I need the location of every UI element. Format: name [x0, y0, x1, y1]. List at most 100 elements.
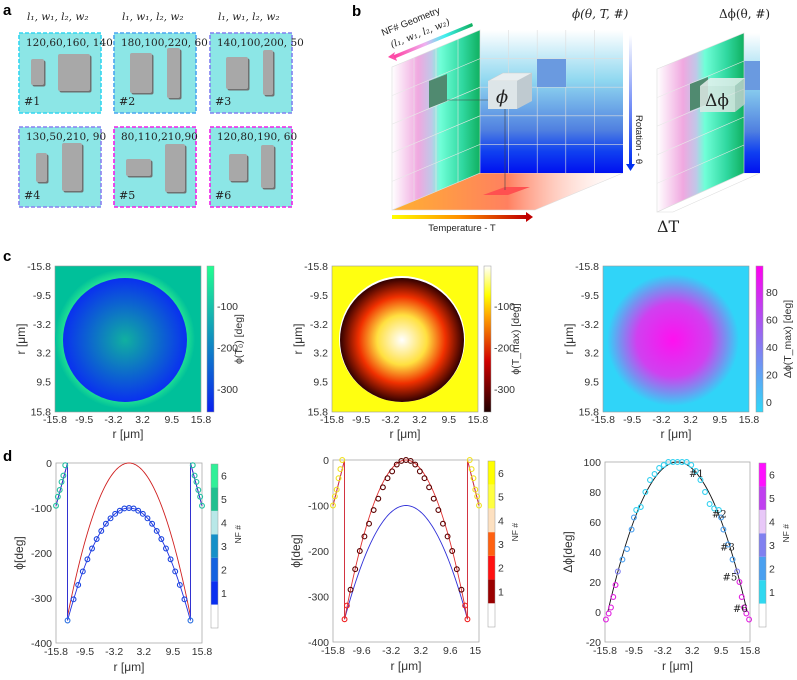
nanofin-2	[263, 50, 273, 95]
column-header: l₁, w₁, l₂, w₂	[27, 11, 89, 23]
cell-params: 120,80,190, 60	[217, 131, 297, 143]
x-tick: -15.8	[320, 414, 344, 426]
y-tick: -200	[31, 548, 52, 560]
data-marker	[466, 457, 473, 463]
data-marker	[58, 478, 65, 485]
y-tick: -3.2	[581, 319, 599, 331]
data-marker	[421, 475, 428, 482]
colorbar-segment-1	[759, 580, 766, 604]
x-tick: -3.2	[652, 414, 670, 426]
data-marker	[637, 504, 644, 510]
colorbar-tick: 20	[766, 370, 778, 382]
data-marker	[379, 484, 386, 491]
colorbar-tick: -300	[494, 384, 515, 396]
y-tick: -3.2	[310, 319, 328, 331]
data-marker	[337, 466, 344, 473]
y-tick: 15.8	[31, 407, 52, 419]
colorbar-tick: 4	[221, 518, 227, 530]
plot-d3: 100 80 60 40 20 0 -20-15.8 -9.5 -3.2 3.2 9.5 15.8 r …	[561, 457, 791, 673]
phi-cube-front	[488, 81, 517, 109]
x-axis-label: r [μm]	[390, 427, 421, 441]
delta-cube-front	[700, 86, 735, 112]
nf-annotation: #3	[720, 543, 735, 554]
y-tick: -3.2	[33, 319, 51, 331]
y-tick: -400	[31, 638, 52, 650]
nanofin-1	[229, 154, 247, 181]
line-blue	[332, 459, 480, 620]
delta-cube-side	[735, 78, 745, 112]
x-tick: -9.5	[625, 645, 643, 657]
x-tick: -3.2	[105, 646, 123, 658]
cell-id: #4	[24, 189, 40, 202]
data-marker	[464, 616, 471, 623]
colorbar-segment-0	[488, 603, 495, 627]
data-marker	[715, 507, 722, 513]
colorbar-segment-4	[488, 508, 495, 533]
data-marker	[107, 515, 114, 522]
colorbar-tick: -200	[217, 343, 238, 355]
delta-phi-map-title: Δϕ(θ, #)	[719, 7, 770, 21]
y-tick: 40	[589, 547, 601, 559]
geometry-cell-6: 120,80,190, 60 #6	[209, 126, 297, 208]
phi-cube-label: ϕ	[496, 87, 508, 108]
colorbar-label: NF #	[233, 525, 243, 544]
data-marker	[167, 556, 174, 563]
colorbar-segment-6	[759, 463, 766, 487]
y-tick: 3.2	[36, 348, 51, 360]
data-marker	[172, 568, 179, 575]
cell-id: #2	[119, 95, 135, 108]
data-marker	[116, 507, 123, 514]
y-tick: 15.8	[308, 407, 329, 419]
rotation-arrow	[629, 35, 632, 165]
x-tick: -15.8	[44, 646, 68, 658]
x-tick: -15.8	[593, 645, 617, 657]
data-marker	[84, 556, 91, 563]
geometry-cell-4: 130,50,210, 90 #4	[18, 126, 106, 208]
y-tick: 9.5	[36, 377, 51, 389]
x-axis-label: r [μm]	[114, 660, 145, 674]
x-tick: -15.8	[591, 414, 615, 426]
x-tick: 3.2	[135, 414, 150, 426]
colorbar-tick: 80	[766, 287, 778, 299]
data-marker	[741, 604, 747, 611]
panel-a: 120,60,160, 140 #1 180,100,220, 60 #2 140,10…	[18, 11, 304, 208]
colorbar-segment-6	[488, 461, 495, 485]
x-tick: 3.2	[683, 414, 698, 426]
y-tick: -15.8	[27, 261, 51, 273]
data-marker	[330, 502, 336, 509]
colorbar-tick: 1	[221, 588, 227, 600]
heatmap-disk	[607, 274, 739, 406]
x-tick: -3.2	[382, 645, 400, 657]
data-marker	[60, 472, 67, 479]
data-marker	[361, 533, 368, 540]
temperature-arrow	[392, 215, 526, 219]
data-marker	[79, 568, 86, 575]
x-tick: 9.6	[443, 645, 458, 657]
data-marker	[688, 462, 695, 468]
colorbar-tick: 5	[769, 493, 775, 505]
x-tick: -3.2	[654, 645, 672, 657]
nanofin-2	[167, 48, 180, 98]
data-marker	[352, 566, 359, 573]
line-fit	[607, 461, 748, 613]
data-marker	[75, 581, 82, 588]
data-marker	[476, 502, 482, 509]
data-marker	[697, 477, 704, 483]
data-marker	[191, 472, 198, 479]
colorbar-segment-2	[759, 556, 766, 581]
data-marker	[153, 527, 160, 534]
x-tick: 9.5	[712, 414, 727, 426]
data-marker	[449, 548, 456, 554]
heatmap-disk	[340, 278, 464, 402]
data-marker	[56, 487, 63, 493]
data-marker	[54, 493, 61, 500]
heatmap-c3: 80 60 40 20 0 Δϕ(T_max) [deg] -15.8 -9.5 -3.2 3.2…	[562, 261, 794, 441]
grid-line	[656, 116, 745, 156]
data-marker	[341, 616, 348, 623]
data-marker	[370, 507, 377, 513]
colorbar-tick: 60	[766, 315, 778, 327]
data-marker	[743, 610, 750, 617]
data-marker	[430, 495, 437, 502]
rotation-arrow-head	[626, 164, 635, 171]
